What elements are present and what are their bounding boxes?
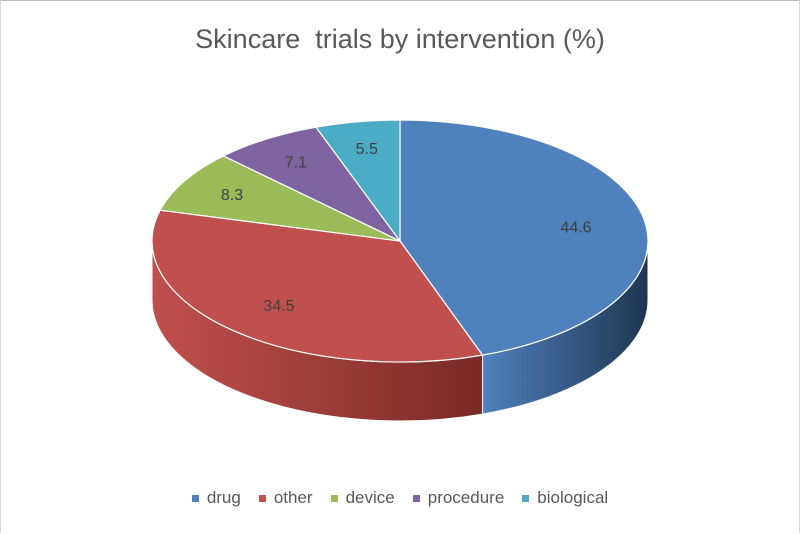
legend-swatch-device xyxy=(331,495,338,502)
legend: drug other device procedure biological xyxy=(0,488,800,508)
legend-item-procedure: procedure xyxy=(413,488,505,508)
legend-label-device: device xyxy=(346,488,395,508)
legend-item-biological: biological xyxy=(522,488,608,508)
data-label-procedure: 7.1 xyxy=(285,154,307,171)
legend-item-other: other xyxy=(259,488,313,508)
legend-item-drug: drug xyxy=(192,488,241,508)
legend-label-other: other xyxy=(274,488,313,508)
data-label-device: 8.3 xyxy=(221,187,243,204)
legend-item-device: device xyxy=(331,488,395,508)
data-label-drug: 44.6 xyxy=(560,219,591,236)
pie-top xyxy=(152,120,648,362)
legend-swatch-drug xyxy=(192,495,199,502)
data-label-biological: 5.5 xyxy=(356,141,378,158)
legend-swatch-biological xyxy=(522,495,529,502)
legend-label-procedure: procedure xyxy=(428,488,505,508)
legend-swatch-other xyxy=(259,495,266,502)
legend-swatch-procedure xyxy=(413,495,420,502)
pie-chart: 44.6 34.5 8.3 7.1 5.5 xyxy=(0,0,800,480)
data-label-other: 34.5 xyxy=(263,298,294,315)
legend-label-drug: drug xyxy=(207,488,241,508)
legend-label-biological: biological xyxy=(537,488,608,508)
